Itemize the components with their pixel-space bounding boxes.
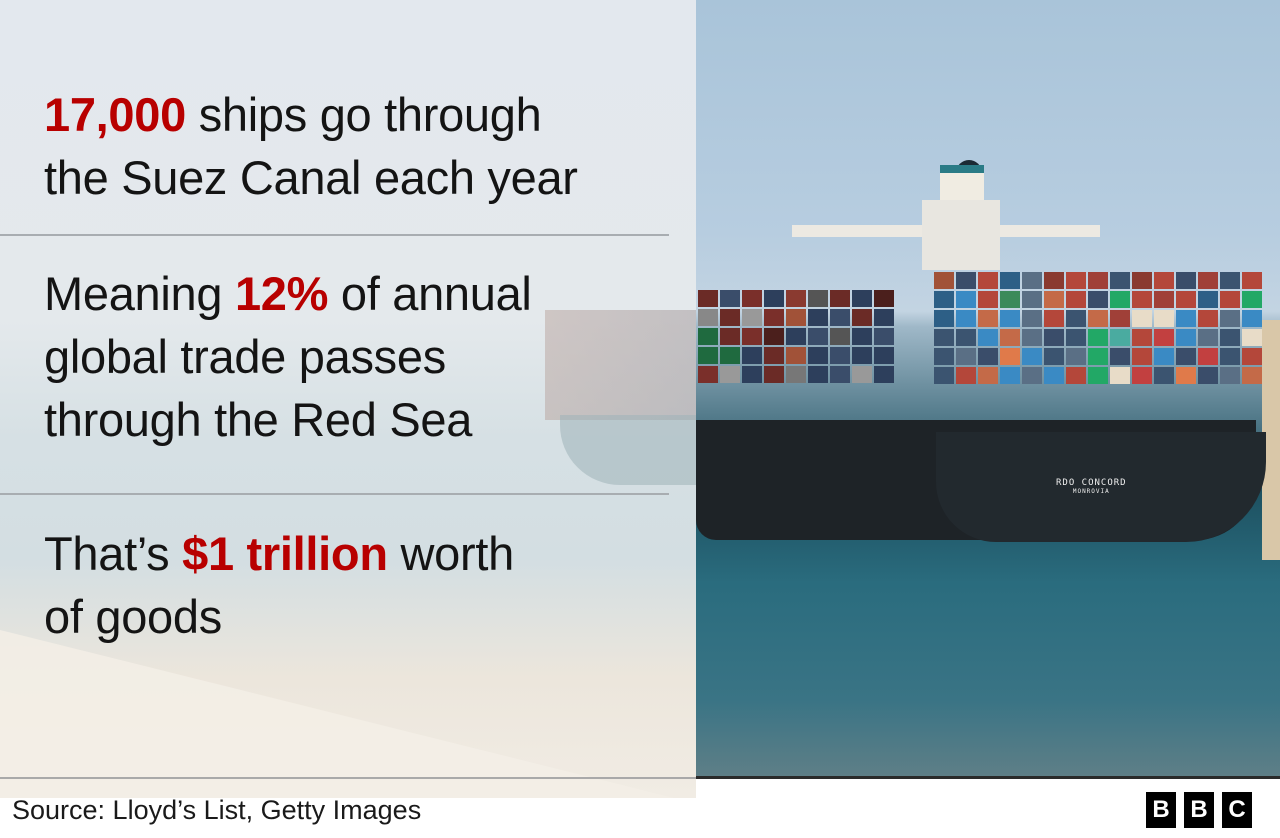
bbc-logo-letter: B bbox=[1146, 792, 1176, 828]
container-ship-photo: RDO CONCORD MONROVIA bbox=[696, 0, 1280, 778]
fact-trade-share: Meaning 12% of annual global trade passe… bbox=[44, 267, 532, 446]
fact-ships-number: 17,000 bbox=[44, 88, 186, 141]
facts-panel: 17,000 ships go through the Suez Canal e… bbox=[0, 0, 696, 798]
divider bbox=[0, 493, 669, 495]
fact-value: That’s $1 trillion worth of goods bbox=[44, 527, 514, 643]
container-stack-main bbox=[934, 272, 1262, 384]
bbc-logo-letter: C bbox=[1222, 792, 1252, 828]
ship-bridge bbox=[922, 200, 1000, 270]
ship-stern bbox=[936, 432, 1266, 542]
sand-bank bbox=[1262, 320, 1280, 560]
fact-ships: 17,000 ships go through the Suez Canal e… bbox=[44, 88, 578, 204]
bridge-wing-right bbox=[1000, 225, 1100, 237]
divider bbox=[0, 234, 669, 236]
ship-bridge-top bbox=[940, 165, 984, 203]
background-ship-faded bbox=[545, 310, 696, 420]
fact-trade-percent: 12% bbox=[234, 267, 329, 320]
bridge-wing-left bbox=[792, 225, 922, 237]
bbc-logo-letter: B bbox=[1184, 792, 1214, 828]
bbc-logo: B B C bbox=[1146, 792, 1252, 828]
ship-name-label: RDO CONCORD MONROVIA bbox=[1056, 478, 1127, 495]
fact-value-amount: $1 trillion bbox=[182, 527, 388, 580]
source-credit: Source: Lloyd’s List, Getty Images bbox=[12, 795, 422, 825]
container-stack-left bbox=[698, 290, 894, 383]
photo-bottom-border bbox=[696, 776, 1280, 779]
footer-divider bbox=[0, 777, 1280, 779]
